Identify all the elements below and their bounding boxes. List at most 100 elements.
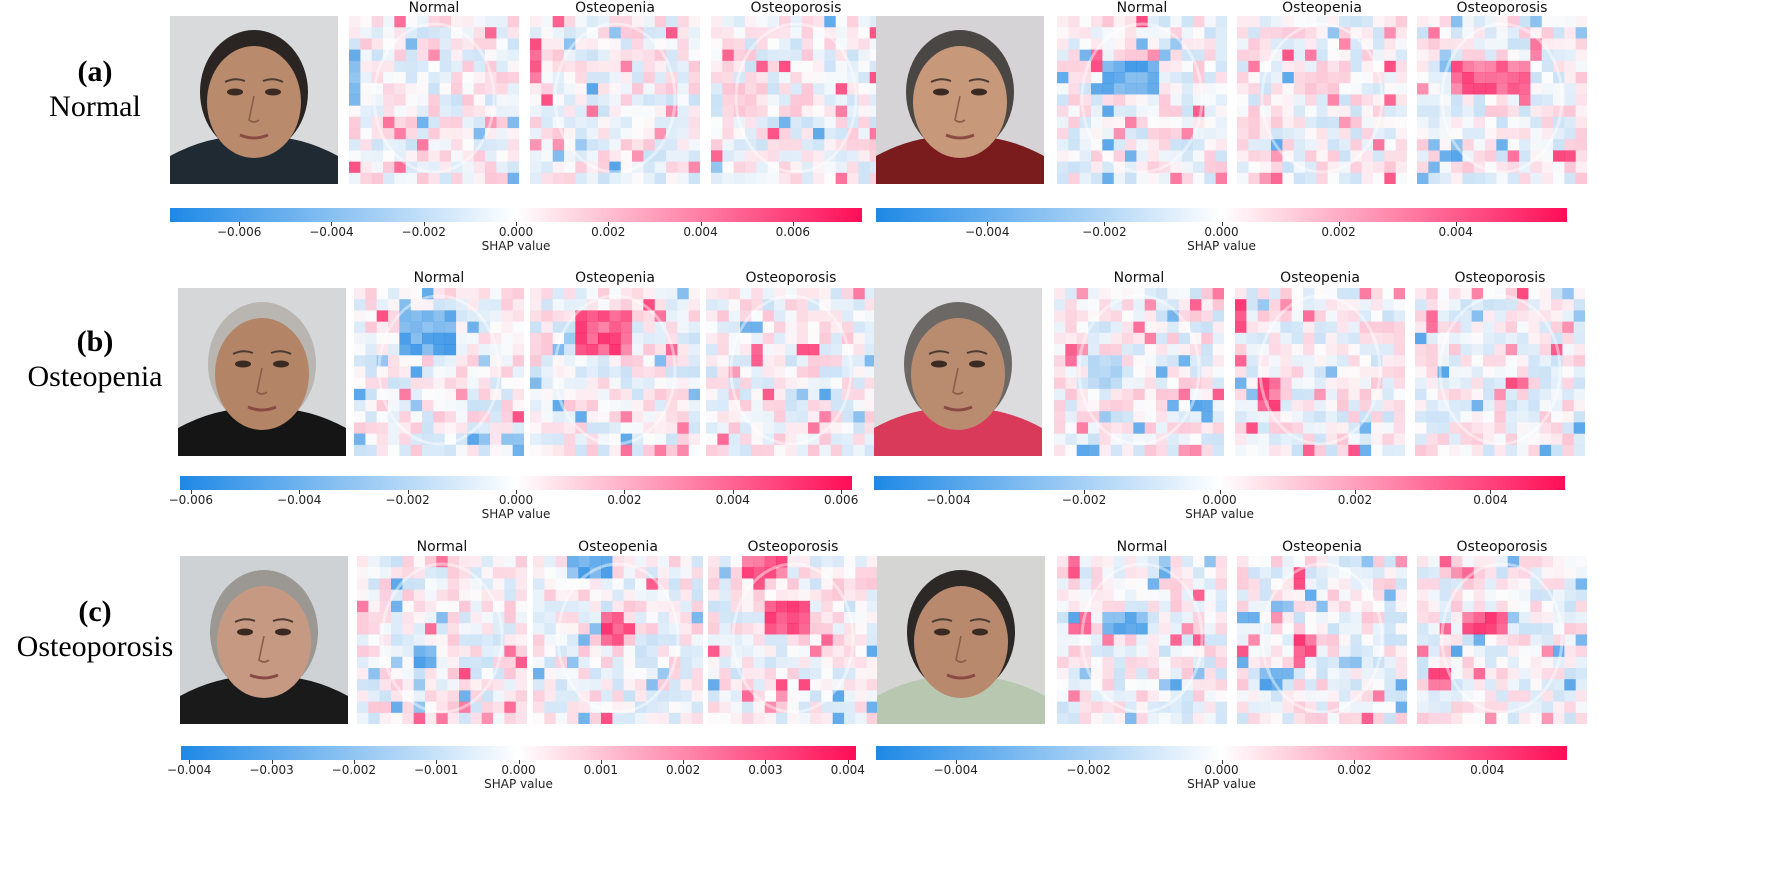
shap-cell bbox=[544, 600, 557, 613]
shap-cell bbox=[388, 310, 400, 322]
shap-cell bbox=[1496, 612, 1509, 624]
shap-cell bbox=[719, 567, 732, 579]
shap-cell bbox=[1530, 172, 1543, 184]
shap-cell bbox=[1575, 150, 1587, 162]
shap-cell bbox=[666, 161, 678, 174]
shap-cell bbox=[589, 623, 602, 635]
shap-cell bbox=[688, 444, 700, 456]
shap-cell bbox=[1303, 332, 1315, 345]
shap-cell bbox=[1373, 600, 1385, 613]
shap-cell bbox=[1426, 388, 1439, 401]
shap-cell bbox=[609, 400, 622, 412]
shap-cell bbox=[842, 288, 854, 300]
shap-cell bbox=[1325, 332, 1338, 345]
shap-cell bbox=[779, 94, 791, 106]
shap-cell bbox=[1159, 712, 1171, 724]
shap-cell bbox=[1099, 332, 1112, 345]
shap-cell bbox=[1519, 161, 1531, 174]
shap-cell bbox=[598, 49, 610, 62]
shap-cell bbox=[1327, 556, 1340, 568]
shap-cell bbox=[1373, 589, 1385, 602]
shap-cell bbox=[691, 612, 703, 624]
shap-cell bbox=[688, 332, 700, 345]
shap-cell bbox=[1079, 27, 1092, 39]
shap-cell bbox=[436, 600, 449, 613]
shap-cell bbox=[1575, 612, 1587, 624]
shap-cell bbox=[1215, 128, 1227, 140]
shap-cell bbox=[824, 116, 837, 129]
shap-cell bbox=[620, 60, 633, 73]
shap-cell bbox=[1246, 377, 1259, 390]
shap-cell bbox=[447, 612, 460, 624]
shap-cell bbox=[1113, 679, 1126, 691]
shap-cell bbox=[669, 589, 681, 602]
shap-cell bbox=[1076, 377, 1089, 390]
shap-cell bbox=[796, 310, 809, 322]
shap-cell bbox=[1373, 105, 1385, 118]
shap-cell bbox=[1575, 589, 1587, 602]
shap-cell bbox=[1530, 645, 1543, 658]
shap-cell bbox=[1519, 701, 1531, 714]
shap-cell bbox=[609, 288, 622, 300]
shap-cell bbox=[711, 38, 723, 50]
shap-cell bbox=[451, 27, 463, 39]
shap-cell bbox=[1462, 701, 1475, 714]
shap-cell bbox=[1136, 645, 1149, 658]
shap-cell bbox=[779, 150, 791, 162]
shap-cell bbox=[1136, 116, 1149, 129]
shap-cell bbox=[1305, 567, 1317, 579]
shap-cell bbox=[796, 332, 809, 345]
shap-cell bbox=[1393, 344, 1405, 356]
shap-cell bbox=[564, 411, 576, 423]
shap-cell bbox=[1428, 668, 1441, 680]
shap-cell bbox=[1371, 332, 1383, 345]
shap-cell bbox=[1237, 150, 1249, 162]
shap-cell bbox=[1122, 321, 1134, 334]
shap-cell bbox=[598, 161, 610, 174]
shap-cell bbox=[669, 578, 681, 590]
shap-cell bbox=[1393, 411, 1405, 423]
shap-cell bbox=[1551, 355, 1563, 367]
shap-cell bbox=[1170, 128, 1183, 140]
shap-cell bbox=[688, 16, 700, 28]
shap-cell bbox=[402, 701, 415, 714]
shap-cell bbox=[1102, 556, 1115, 568]
shap-cell bbox=[1439, 27, 1452, 39]
shap-cell bbox=[1382, 332, 1395, 345]
heatmap-title: Osteopenia bbox=[1282, 539, 1362, 555]
shap-cell bbox=[478, 332, 491, 345]
shap-cell bbox=[493, 656, 505, 669]
shap-cell bbox=[740, 422, 752, 434]
shap-cell bbox=[740, 444, 752, 456]
shap-cell bbox=[751, 422, 764, 434]
shap-cell bbox=[1485, 27, 1497, 39]
shap-cell bbox=[847, 139, 859, 151]
shap-cell bbox=[399, 299, 412, 311]
shap-cell bbox=[1057, 38, 1069, 50]
shap-cell bbox=[1181, 645, 1194, 658]
colorbar-tick-mark bbox=[1487, 760, 1489, 764]
shap-cell bbox=[1271, 645, 1283, 658]
shap-cell bbox=[1519, 668, 1531, 680]
shap-cell bbox=[1384, 701, 1397, 714]
shap-cell bbox=[1088, 321, 1100, 334]
shap-cell bbox=[1439, 656, 1452, 669]
shap-cell bbox=[512, 321, 524, 334]
shap-cell bbox=[1136, 556, 1149, 568]
shap-cell bbox=[575, 444, 588, 456]
shap-cell bbox=[669, 656, 681, 669]
shap-cell bbox=[357, 578, 369, 590]
shap-cell bbox=[1079, 94, 1092, 106]
shap-cell bbox=[1439, 60, 1452, 73]
shap-cell bbox=[1350, 27, 1363, 39]
shap-cell bbox=[413, 634, 426, 646]
shap-cell bbox=[1494, 433, 1507, 446]
shap-cell bbox=[688, 377, 700, 390]
shap-cell bbox=[866, 612, 878, 624]
colorbar-tick-label: 0.000 bbox=[1204, 225, 1239, 239]
shap-cell bbox=[1339, 49, 1351, 62]
shap-cell bbox=[422, 321, 434, 334]
shap-cell bbox=[1305, 128, 1317, 140]
shap-cell bbox=[643, 27, 656, 39]
shap-cell bbox=[733, 128, 746, 140]
